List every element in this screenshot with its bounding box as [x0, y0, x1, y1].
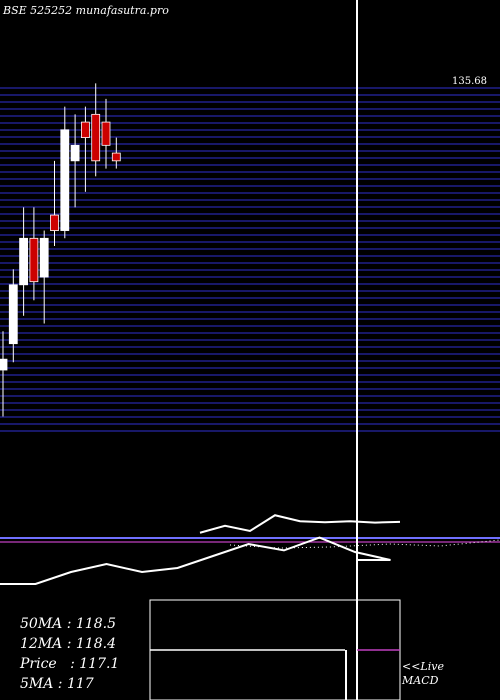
candle-body: [0, 358, 8, 371]
stat-price: Price : 117.1: [20, 656, 120, 672]
candle: [50, 160, 59, 247]
volume-panel: [0, 514, 500, 549]
candle: [111, 137, 121, 169]
exchange-label: BSE: [3, 4, 27, 17]
candle-body: [91, 113, 101, 162]
top-price-label: 135.68: [452, 76, 487, 87]
candle-body: [39, 237, 49, 278]
candle-body: [101, 121, 111, 146]
dotted-line: [229, 539, 500, 549]
candle: [19, 207, 29, 316]
candle-body: [81, 121, 90, 138]
stat-12ma: 12MA : 118.4: [20, 636, 116, 652]
macd-line: [0, 536, 391, 585]
candle-body: [8, 284, 18, 345]
candle: [29, 207, 39, 301]
candle-body: [60, 129, 70, 231]
candle: [8, 269, 18, 363]
candle-body: [70, 144, 80, 162]
candle: [39, 230, 49, 324]
candle: [60, 106, 70, 239]
candles: [0, 83, 121, 417]
site-label: munafasutra.pro: [75, 4, 169, 17]
stats-panel: 50MA : 118.5 12MA : 118.4 Price : 117.1 …: [20, 614, 119, 694]
candle-body: [19, 237, 29, 286]
candle: [91, 83, 101, 177]
stat-5ma: 5MA : 117: [20, 676, 94, 692]
candle: [0, 331, 8, 417]
candle: [70, 114, 80, 208]
stat-50ma: 50MA : 118.5: [20, 616, 116, 632]
candle: [81, 106, 90, 192]
candle-body: [50, 214, 59, 231]
code-label: 525252: [30, 4, 73, 17]
candle-body: [29, 237, 39, 283]
candle-body: [111, 152, 121, 162]
candle: [101, 98, 111, 169]
live-macd-label: <<Live MACD: [402, 660, 444, 687]
indicator-line: [199, 514, 401, 534]
chart-header: BSE 525252 munafasutra.pro: [3, 4, 169, 17]
